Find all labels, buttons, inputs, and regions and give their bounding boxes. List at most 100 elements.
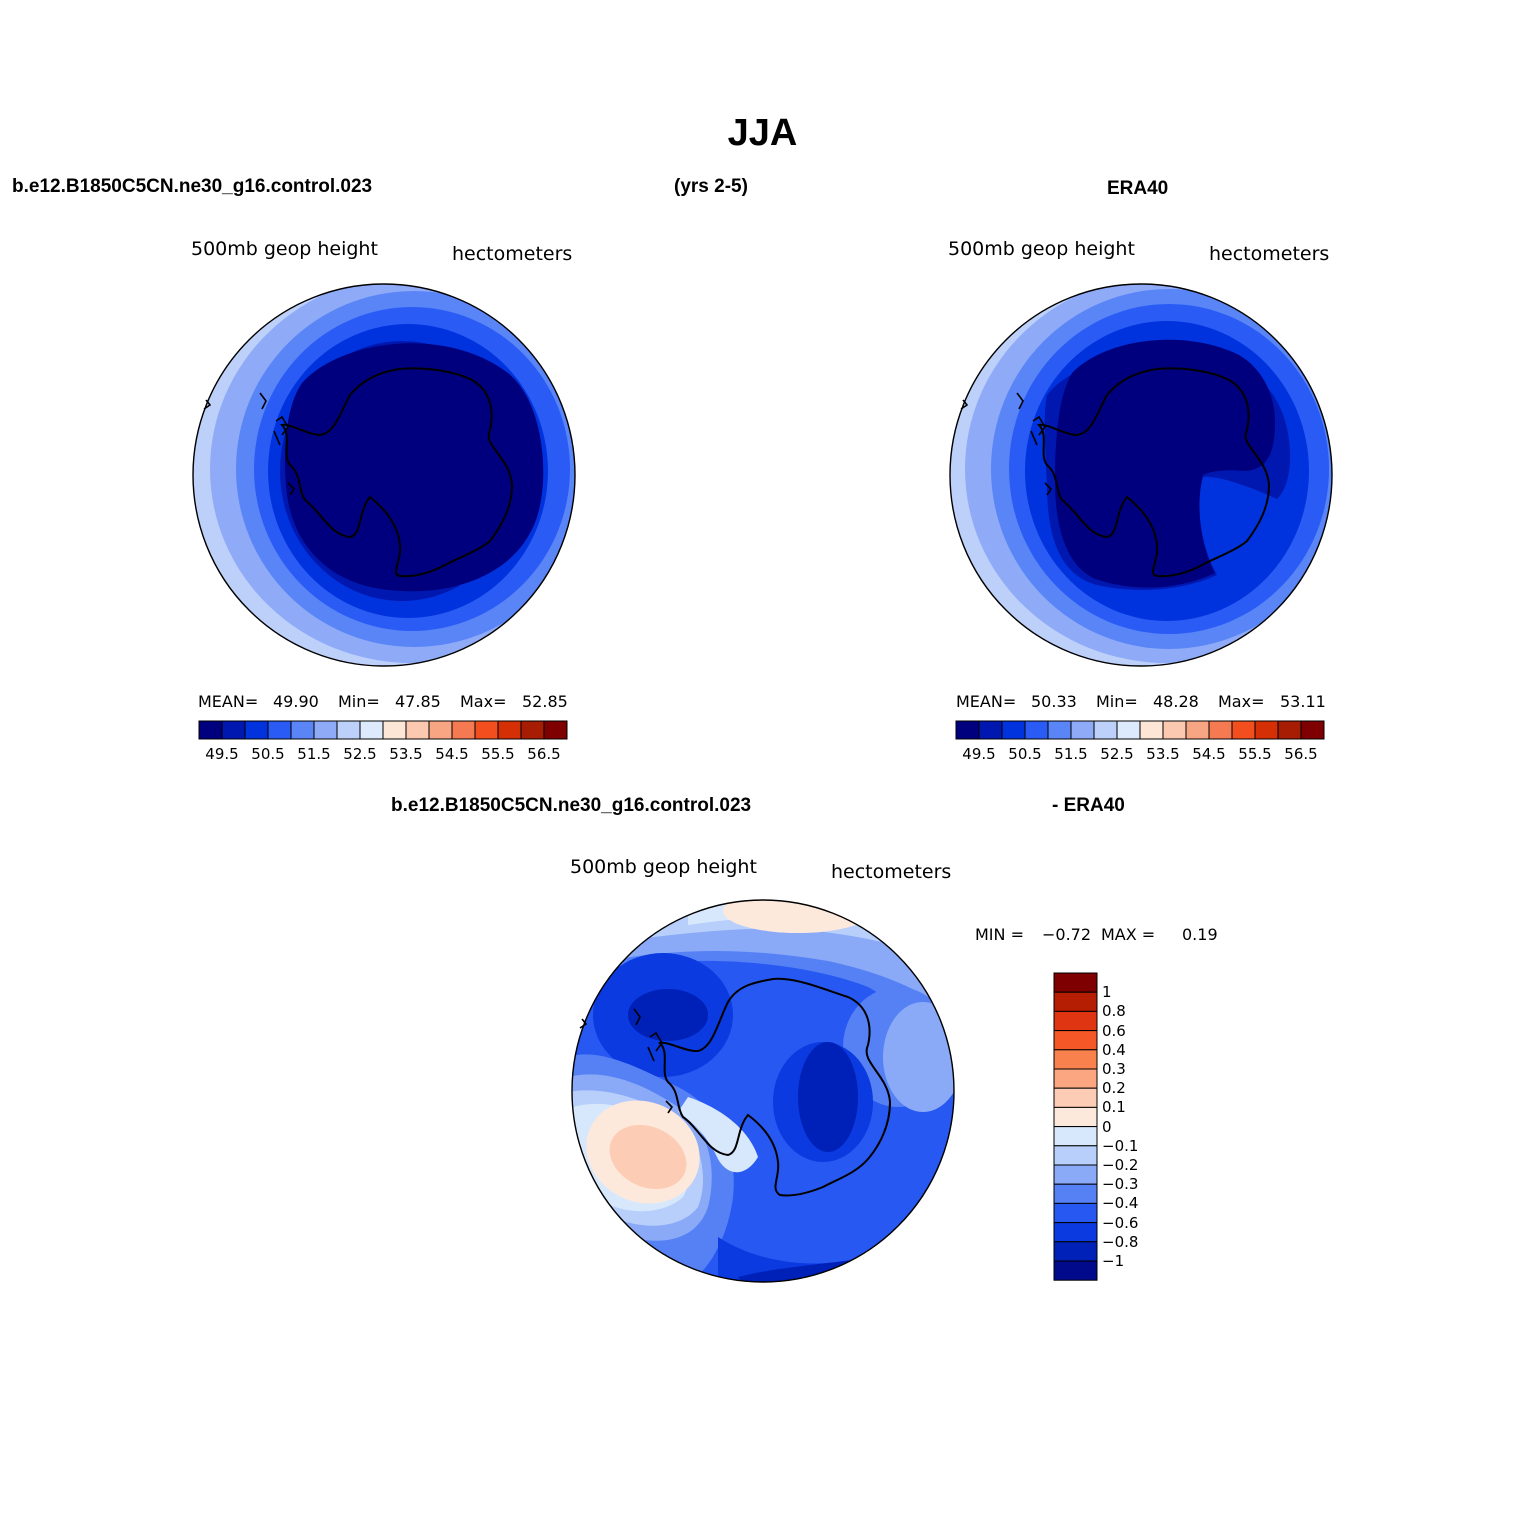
- colorbar-swatch: [1047, 720, 1072, 740]
- colorbar-swatch: [405, 720, 430, 740]
- obs-max-label: Max=: [1218, 692, 1265, 711]
- colorbar-tick-label: −0.3: [1102, 1175, 1139, 1194]
- colorbar-swatch: [1162, 720, 1187, 740]
- colorbar-tick-label: 55.5: [481, 745, 515, 763]
- antarctica-coastline: [280, 367, 514, 578]
- colorbar-tick-label: 53.5: [389, 745, 423, 763]
- obs-max-value: 53.11: [1280, 692, 1326, 711]
- colorbar-swatch: [1053, 1087, 1098, 1108]
- diff-min-label: MIN =: [975, 925, 1024, 944]
- colorbar-swatch: [244, 720, 269, 740]
- colorbar-swatch: [428, 720, 453, 740]
- diff-min-value: −0.72: [1042, 925, 1092, 944]
- obs-colorbar: [955, 720, 1325, 740]
- diff-case-label: b.e12.B1850C5CN.ne30_g16.control.023: [391, 795, 752, 816]
- colorbar-swatch: [1053, 1106, 1098, 1128]
- colorbar-swatch: [1053, 1049, 1098, 1070]
- obs-dataset-label: ERA40: [1107, 178, 1169, 199]
- colorbar-tick-label: 51.5: [1054, 745, 1088, 763]
- colorbar-swatch: [1053, 1126, 1098, 1147]
- diff-polar-map: [571, 899, 955, 1283]
- colorbar-swatch: [1053, 1202, 1098, 1224]
- colorbar-swatch: [1053, 1222, 1098, 1243]
- colorbar-tick-label: 49.5: [962, 745, 996, 763]
- colorbar-swatch: [1053, 1010, 1098, 1032]
- colorbar-swatch: [198, 720, 223, 740]
- colorbar-swatch: [1300, 720, 1325, 740]
- colorbar-swatch: [1070, 720, 1095, 740]
- model-min-label: Min=: [338, 692, 380, 711]
- colorbar-tick-label: 0.3: [1102, 1060, 1126, 1078]
- colorbar-swatch: [1231, 720, 1256, 740]
- obs-polar-map: [949, 283, 1333, 667]
- colorbar-swatch: [336, 720, 361, 740]
- model-colorbar: [198, 720, 568, 740]
- colorbar-tick-label: 52.5: [1100, 745, 1134, 763]
- model-mean-label: MEAN=: [198, 692, 259, 711]
- colorbar-swatch: [543, 720, 568, 740]
- years-label: (yrs 2-5): [674, 176, 748, 197]
- colorbar-swatch: [1116, 720, 1141, 740]
- colorbar-swatch: [1053, 1241, 1098, 1262]
- antarctica-coastline: [658, 977, 892, 1197]
- colorbar-tick-label: 54.5: [435, 745, 469, 763]
- coast-islands: [960, 392, 1053, 496]
- colorbar-swatch: [520, 720, 545, 740]
- diff-units-title: hectometers: [831, 861, 952, 883]
- colorbar-swatch: [1185, 720, 1210, 740]
- colorbar-swatch: [313, 720, 338, 740]
- colorbar-swatch: [1053, 1145, 1098, 1166]
- colorbar-tick-label: 50.5: [251, 745, 285, 763]
- colorbar-tick-label: −0.8: [1102, 1232, 1139, 1251]
- figure-title: JJA: [727, 112, 798, 154]
- colorbar-swatch: [474, 720, 499, 740]
- colorbar-tick-label: 1: [1102, 983, 1112, 1002]
- obs-min-label: Min=: [1096, 692, 1138, 711]
- colorbar-swatch: [1053, 1068, 1098, 1089]
- model-polar-map: [192, 283, 576, 667]
- coast-islands: [579, 1008, 674, 1114]
- model-mean-value: 49.90: [273, 692, 319, 711]
- colorbar-swatch: [1277, 720, 1302, 740]
- colorbar-swatch: [359, 720, 384, 740]
- diff-max-label: MAX =: [1101, 925, 1156, 944]
- antarctica-coastline: [1037, 367, 1271, 578]
- colorbar-swatch: [1053, 972, 1098, 993]
- colorbar-swatch: [1139, 720, 1164, 740]
- colorbar-swatch: [1024, 720, 1049, 740]
- colorbar-tick-label: 0: [1102, 1117, 1112, 1136]
- model-max-label: Max=: [460, 692, 507, 711]
- diff-obs-label: - ERA40: [1052, 795, 1125, 816]
- colorbar-swatch: [1208, 720, 1233, 740]
- model-max-value: 52.85: [522, 692, 568, 711]
- colorbar-tick-label: 0.2: [1102, 1079, 1126, 1098]
- colorbar-tick-label: −0.2: [1102, 1156, 1139, 1174]
- obs-variable-title: 500mb geop height: [948, 238, 1135, 260]
- colorbar-swatch: [497, 720, 522, 740]
- colorbar-swatch: [955, 720, 980, 740]
- colorbar-tick-label: 0.6: [1102, 1021, 1126, 1040]
- colorbar-tick-label: 55.5: [1238, 745, 1272, 763]
- colorbar-tick-label: 54.5: [1192, 745, 1226, 763]
- colorbar-tick-label: −0.6: [1102, 1213, 1139, 1232]
- obs-min-value: 48.28: [1153, 692, 1199, 711]
- colorbar-swatch: [978, 720, 1003, 740]
- colorbar-swatch: [1053, 1183, 1098, 1204]
- colorbar-swatch: [221, 720, 246, 740]
- colorbar-tick-label: 56.5: [527, 745, 561, 763]
- colorbar-tick-label: 51.5: [297, 745, 331, 763]
- colorbar-tick-label: −0.1: [1102, 1136, 1139, 1155]
- colorbar-swatch: [382, 720, 407, 740]
- obs-units-title: hectometers: [1209, 243, 1330, 265]
- diff-max-value: 0.19: [1182, 925, 1218, 944]
- colorbar-tick-label: −1: [1102, 1252, 1125, 1270]
- colorbar-tick-label: 0.8: [1102, 1002, 1126, 1021]
- diff-variable-title: 500mb geop height: [570, 856, 757, 878]
- colorbar-tick-label: 53.5: [1146, 745, 1180, 763]
- model-units-title: hectometers: [452, 243, 573, 265]
- model-min-value: 47.85: [395, 692, 441, 711]
- colorbar-tick-label: 52.5: [343, 745, 377, 763]
- model-case-label: b.e12.B1850C5CN.ne30_g16.control.023: [12, 176, 373, 197]
- colorbar-tick-label: 0.1: [1102, 1098, 1126, 1117]
- colorbar-tick-label: −0.4: [1102, 1194, 1139, 1213]
